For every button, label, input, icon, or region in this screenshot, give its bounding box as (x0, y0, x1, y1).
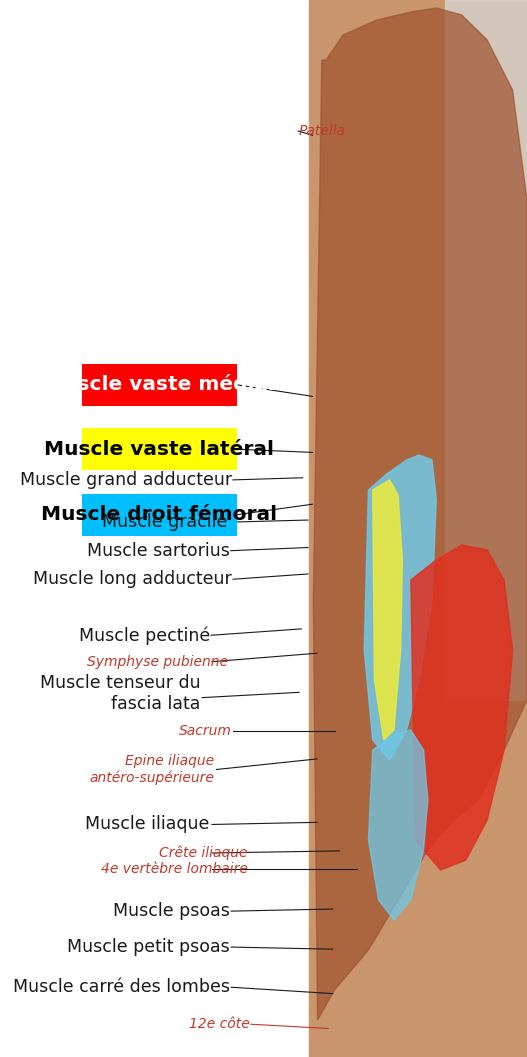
Text: 4e vertèbre lombaire: 4e vertèbre lombaire (101, 861, 248, 876)
Text: Muscle vaste médial: Muscle vaste médial (43, 375, 276, 394)
Polygon shape (445, 0, 527, 700)
Polygon shape (373, 480, 403, 740)
Text: 12e côte: 12e côte (189, 1017, 250, 1032)
Bar (82, 364, 237, 406)
Bar (82, 428, 237, 470)
Polygon shape (411, 545, 513, 870)
Text: Muscle droit fémoral: Muscle droit fémoral (42, 505, 278, 524)
Polygon shape (368, 730, 428, 920)
Text: Muscle grand adducteur: Muscle grand adducteur (20, 470, 232, 489)
Text: Symphyse pubienne: Symphyse pubienne (86, 654, 228, 669)
Text: Muscle tenseur du
fascia lata: Muscle tenseur du fascia lata (40, 674, 201, 712)
Text: Muscle iliaque: Muscle iliaque (85, 815, 210, 834)
Text: Muscle carré des lombes: Muscle carré des lombes (13, 978, 230, 997)
Polygon shape (309, 0, 527, 1057)
Text: Muscle gracile: Muscle gracile (102, 513, 228, 532)
Polygon shape (364, 455, 436, 760)
Text: Muscle psoas: Muscle psoas (113, 902, 230, 921)
Text: Epine iliaque
antéro-supérieure: Epine iliaque antéro-supérieure (90, 754, 214, 785)
Text: Muscle vaste latéral: Muscle vaste latéral (44, 440, 275, 459)
Polygon shape (314, 8, 527, 1020)
Text: Muscle pectiné: Muscle pectiné (79, 626, 210, 645)
Text: Muscle sartorius: Muscle sartorius (87, 541, 230, 560)
Text: Patella: Patella (298, 124, 345, 138)
Bar (82, 494, 237, 536)
Text: Crête iliaque: Crête iliaque (159, 846, 248, 860)
Text: Muscle long adducteur: Muscle long adducteur (33, 570, 232, 589)
Text: Sacrum: Sacrum (179, 724, 232, 739)
Text: Muscle petit psoas: Muscle petit psoas (67, 938, 230, 957)
